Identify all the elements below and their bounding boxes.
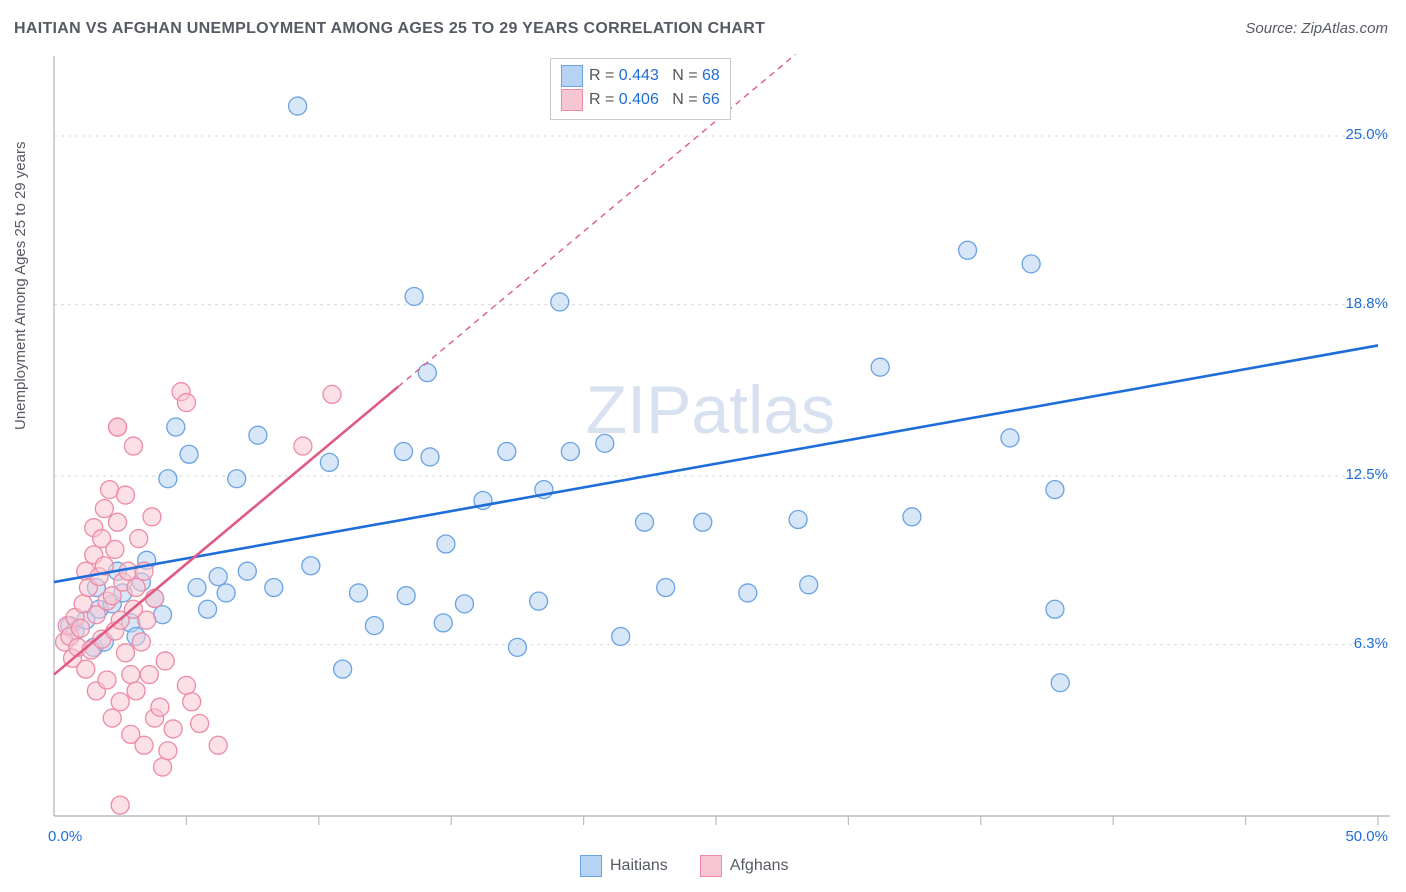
legend-swatch (700, 855, 722, 877)
legend-label: Haitians (610, 857, 668, 875)
scatter-plot (48, 54, 1392, 846)
legend-swatch (561, 89, 583, 111)
legend-text: R = 0.443 N = 68 (589, 67, 720, 85)
legend-item: Haitians (580, 855, 668, 877)
chart-title: HAITIAN VS AFGHAN UNEMPLOYMENT AMONG AGE… (14, 20, 765, 38)
y-tick-label: 18.8% (1345, 295, 1388, 312)
legend-swatch (561, 65, 583, 87)
plot-svg (48, 54, 1392, 846)
legend-row: R = 0.443 N = 68 (561, 65, 720, 87)
source-attribution: Source: ZipAtlas.com (1245, 20, 1388, 37)
correlation-legend: R = 0.443 N = 68 R = 0.406 N = 66 (550, 58, 731, 120)
x-tick-label: 50.0% (1345, 828, 1388, 845)
series-legend: Haitians Afghans (580, 855, 789, 877)
legend-swatch (580, 855, 602, 877)
x-tick-label: 0.0% (48, 828, 82, 845)
y-tick-label: 6.3% (1354, 635, 1388, 652)
source-value: ZipAtlas.com (1301, 20, 1388, 37)
legend-label: Afghans (730, 857, 789, 875)
legend-text: R = 0.406 N = 66 (589, 91, 720, 109)
legend-item: Afghans (700, 855, 789, 877)
y-tick-label: 25.0% (1345, 126, 1388, 143)
y-axis-label: Unemployment Among Ages 25 to 29 years (12, 141, 29, 430)
source-label: Source: (1245, 20, 1297, 37)
y-tick-label: 12.5% (1345, 466, 1388, 483)
legend-row: R = 0.406 N = 66 (561, 89, 720, 111)
chart-container: HAITIAN VS AFGHAN UNEMPLOYMENT AMONG AGE… (0, 0, 1406, 892)
